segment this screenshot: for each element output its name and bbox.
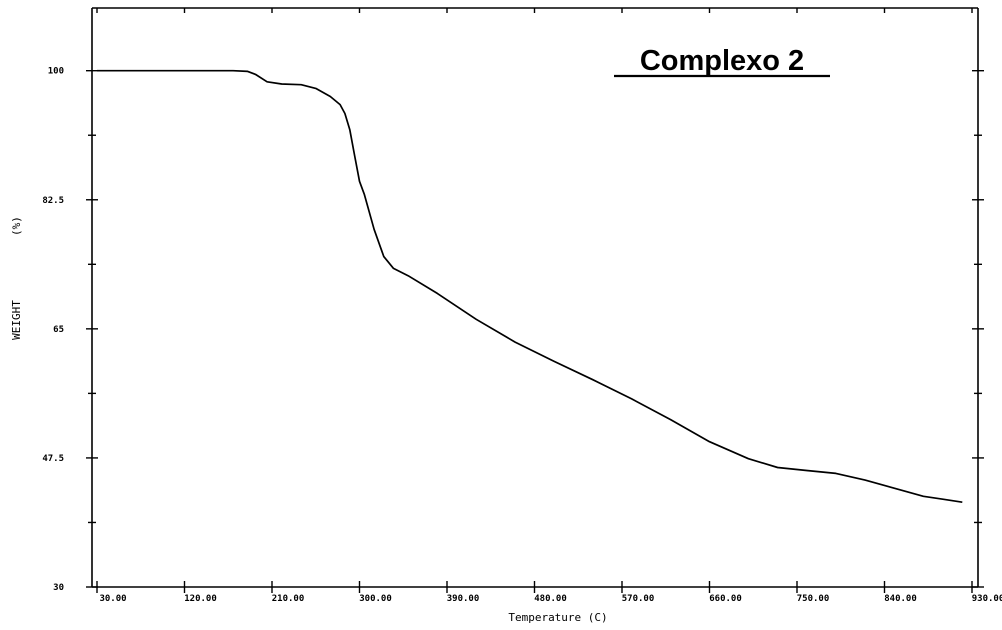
chart-title: Complexo 2: [640, 45, 804, 77]
x-tick-label: 390.00: [447, 594, 480, 604]
x-tick-label: 120.00: [184, 594, 217, 604]
y-tick-label: 47.5: [42, 454, 64, 464]
weight-curve: [97, 69, 963, 504]
y-axis-unit: (%): [10, 216, 23, 236]
y-tick-label: 100: [48, 67, 64, 77]
x-tick-label: 210.00: [272, 594, 305, 604]
x-tick-label: 840.00: [884, 594, 917, 604]
x-tick-label: 480.00: [534, 594, 567, 604]
x-tick-label: 570.00: [622, 594, 655, 604]
y-tick-label: 82.5: [42, 196, 64, 206]
y-axis-title: WEIGHT: [10, 300, 23, 340]
plot-frame: [91, 7, 979, 588]
x-tick-label: 660.00: [709, 594, 742, 604]
x-tick-label: 300.00: [359, 594, 392, 604]
x-tick-label: 30.00: [99, 594, 126, 604]
y-axis-ticks: 30 47.5 65 82.5 100: [42, 67, 984, 593]
x-tick-label: 930.00: [972, 594, 1002, 604]
x-axis-ticks: 30.00 120.00 210.00 300.00 390.00 480.00 570.0…: [96, 8, 1002, 604]
y-tick-label: 30: [53, 583, 64, 593]
x-tick-label: 750.00: [797, 594, 830, 604]
x-axis-title: Temperature (C): [508, 611, 607, 624]
y-tick-label: 65: [53, 325, 64, 335]
